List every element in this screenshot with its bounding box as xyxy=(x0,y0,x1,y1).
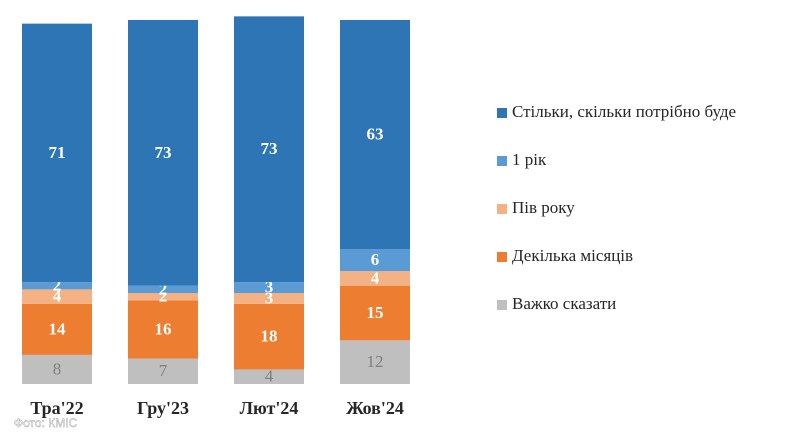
bar-segment xyxy=(22,289,92,304)
bar-segment xyxy=(340,285,410,341)
value-label: 2 xyxy=(159,279,168,298)
value-label: 2 xyxy=(159,287,168,306)
bar-segment xyxy=(128,20,198,286)
bar-segment xyxy=(22,282,92,290)
legend-label: Пів року xyxy=(512,198,575,217)
bar-segment xyxy=(128,285,198,293)
value-label: 4 xyxy=(265,367,274,386)
bar-segment xyxy=(22,23,92,283)
value-label: 4 xyxy=(53,287,62,306)
value-label: 2 xyxy=(53,276,62,295)
bar-segment xyxy=(22,303,92,355)
value-label: 73 xyxy=(155,143,172,162)
value-label: 16 xyxy=(155,319,172,338)
value-label: 71 xyxy=(49,143,66,162)
value-label: 7 xyxy=(159,361,168,380)
bar-segment xyxy=(340,249,410,272)
x-tick-label: Лют'24 xyxy=(240,398,299,418)
bar-segment xyxy=(234,282,304,293)
watermark: Фото: КМІС xyxy=(14,416,78,430)
bar-segment xyxy=(128,293,198,301)
bar-segment xyxy=(128,300,198,359)
x-tick-label: Жов'24 xyxy=(346,398,404,418)
legend-marker xyxy=(497,108,507,118)
bar-segment xyxy=(340,271,410,286)
value-label: 18 xyxy=(261,327,278,346)
legend-marker xyxy=(497,252,507,262)
value-label: 6 xyxy=(371,250,380,269)
x-tick-label: Гру'23 xyxy=(137,398,189,418)
legend-marker xyxy=(497,204,507,214)
value-label: 3 xyxy=(265,277,274,296)
bar-segment xyxy=(128,358,198,384)
value-label: 63 xyxy=(367,125,384,144)
bar-segment xyxy=(234,293,304,304)
bar-segment xyxy=(340,340,410,384)
legend-label: Стільки, скільки потрібно буде xyxy=(512,102,736,121)
value-label: 12 xyxy=(367,352,384,371)
value-label: 73 xyxy=(261,139,278,158)
legend-marker xyxy=(497,156,507,166)
value-label: 14 xyxy=(49,319,67,338)
legend-label: 1 рік xyxy=(512,150,547,169)
value-label: 15 xyxy=(367,303,384,322)
bar-segment xyxy=(340,20,410,250)
bar-segment xyxy=(22,354,92,384)
legend-label: Важко сказати xyxy=(512,294,616,313)
x-tick-label: Тра'22 xyxy=(30,398,83,418)
value-label: 3 xyxy=(265,288,274,307)
value-label: 4 xyxy=(371,268,380,287)
bar-segment xyxy=(234,16,304,283)
legend-marker xyxy=(497,300,507,310)
legend-label: Декілька місяців xyxy=(512,246,633,265)
bar-segment xyxy=(234,369,304,384)
value-label: 8 xyxy=(53,359,62,378)
bar-segment xyxy=(234,303,304,370)
